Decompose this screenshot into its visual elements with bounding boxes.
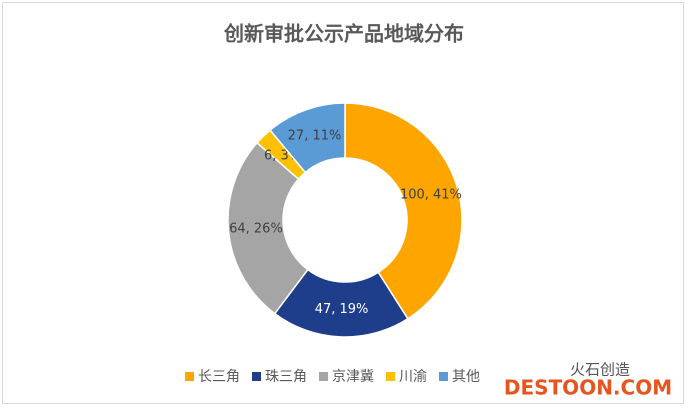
legend-swatch bbox=[439, 372, 448, 381]
legend-label: 京津冀 bbox=[332, 369, 374, 385]
legend-swatch bbox=[386, 372, 395, 381]
legend-swatch bbox=[319, 372, 328, 381]
data-label: 27, 11% bbox=[288, 128, 342, 143]
watermark: 火石创造 bbox=[570, 361, 630, 379]
legend-label: 其他 bbox=[452, 369, 480, 385]
data-label: 100, 41% bbox=[400, 187, 462, 202]
watermark: DESTOON.COM bbox=[504, 376, 672, 400]
chart-frame bbox=[2, 2, 684, 404]
donut-segment bbox=[227, 141, 309, 315]
donut-segment bbox=[344, 102, 463, 320]
legend-label: 珠三角 bbox=[265, 369, 307, 385]
data-label: 47, 19% bbox=[315, 302, 369, 317]
chart-title: 创新审批公示产品地域分布 bbox=[223, 22, 464, 46]
donut-segment bbox=[268, 102, 346, 174]
legend-label: 长三角 bbox=[198, 369, 240, 385]
legend-swatch bbox=[252, 372, 261, 381]
legend-swatch bbox=[185, 372, 194, 381]
data-label: 64, 26% bbox=[229, 222, 283, 237]
legend-label: 川渝 bbox=[399, 369, 427, 385]
